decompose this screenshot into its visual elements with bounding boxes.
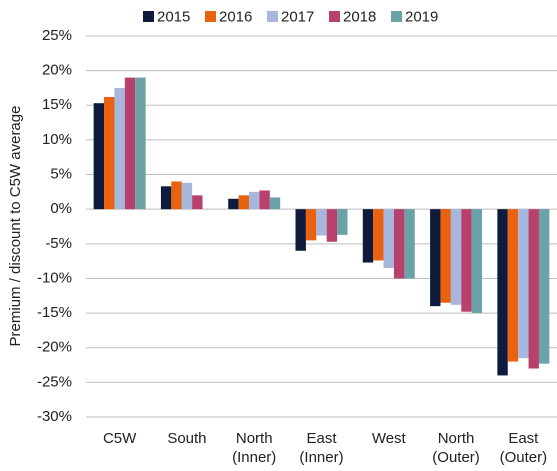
- legend-swatch: [267, 11, 278, 22]
- x-tick-label: North (Outer): [432, 430, 480, 466]
- bar: [114, 87, 125, 210]
- legend-label: 2015: [157, 8, 190, 25]
- bar: [528, 209, 539, 369]
- y-tick-label: 25%: [42, 27, 72, 44]
- y-tick-label: -20%: [37, 339, 72, 356]
- legend-swatch: [391, 11, 402, 22]
- bar: [326, 209, 338, 242]
- bar: [104, 96, 115, 210]
- bar: [160, 186, 172, 210]
- y-tick-label: 10%: [42, 131, 72, 148]
- bar: [507, 209, 519, 362]
- bar: [249, 191, 260, 210]
- bar: [440, 209, 451, 303]
- y-tick-label: 15%: [42, 96, 72, 113]
- y-tick-label: 20%: [42, 62, 72, 79]
- y-tick-label: 0%: [50, 200, 72, 217]
- bar: [181, 182, 193, 210]
- bar: [362, 209, 374, 263]
- bar: [383, 209, 394, 269]
- legend-label: 2016: [219, 8, 252, 25]
- legend-label: 2019: [405, 8, 438, 25]
- bar: [135, 77, 146, 210]
- x-tick-label: South: [167, 430, 207, 447]
- bar: [337, 209, 348, 235]
- bar: [93, 103, 105, 210]
- x-tick-label: West: [371, 430, 406, 447]
- y-tick-label: -30%: [37, 408, 72, 425]
- bar: [471, 209, 483, 314]
- bar: [269, 197, 281, 210]
- legend-label: 2017: [281, 8, 314, 25]
- y-tick-label: -15%: [37, 304, 72, 321]
- y-tick-label: -10%: [37, 269, 72, 286]
- bar: [404, 209, 415, 279]
- x-tick-label: North (Inner): [232, 430, 277, 466]
- bar: [316, 209, 327, 236]
- bar: [305, 209, 317, 241]
- bar: [430, 209, 441, 307]
- legend-swatch: [205, 11, 216, 22]
- x-tick-label: East (Outer): [499, 430, 548, 466]
- x-tick-label: East (Inner): [299, 430, 344, 466]
- bar: [461, 209, 472, 312]
- y-tick-label: -25%: [37, 373, 72, 390]
- y-tick-label: -5%: [45, 235, 72, 252]
- bar: [373, 209, 384, 261]
- legend-swatch: [329, 11, 340, 22]
- bar: [259, 190, 270, 210]
- bar: [228, 198, 239, 210]
- bar: [171, 181, 182, 210]
- bar: [518, 209, 529, 359]
- legend-swatch: [143, 11, 154, 22]
- bar: [295, 209, 306, 251]
- bar: [450, 209, 462, 305]
- bar: [538, 209, 550, 364]
- x-tick-label: C5W: [102, 430, 137, 447]
- bar: [497, 209, 508, 376]
- bar: [192, 195, 203, 210]
- bar: [238, 195, 250, 210]
- y-axis-label: Premium / discount to C5W average: [7, 106, 24, 347]
- y-tick-label: 5%: [50, 166, 72, 183]
- legend-label: 2018: [343, 8, 376, 25]
- bar: [124, 77, 136, 210]
- bar: [393, 209, 405, 279]
